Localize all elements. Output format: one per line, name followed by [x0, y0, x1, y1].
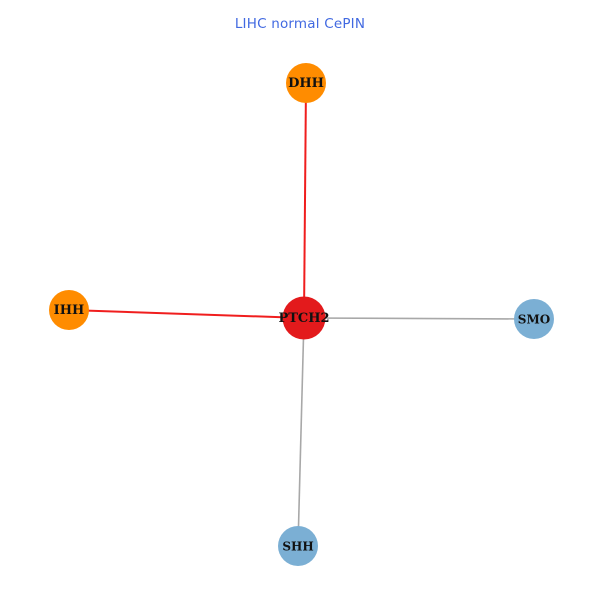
node-ihh[interactable]: IHH — [49, 290, 89, 330]
node-circle-ihh[interactable] — [49, 290, 89, 330]
edge-ptch2-ihh — [68, 309, 305, 319]
nodes-layer: DHH IHH PTCH2 SMO SHH — [49, 63, 554, 566]
edge-ptch2-smo — [303, 317, 535, 320]
edges-layer — [68, 82, 535, 547]
node-label-dhh: DHH — [288, 76, 324, 91]
node-label-smo: SMO — [518, 313, 550, 327]
node-ptch2[interactable]: PTCH2 — [278, 296, 330, 340]
node-circle-ptch2[interactable] — [282, 296, 326, 340]
node-label-ptch2: PTCH2 — [278, 311, 329, 326]
edge-ptch2-dhh — [303, 82, 307, 319]
page-title: LIHC normal CePIN — [234, 16, 366, 32]
node-dhh[interactable]: DHH — [286, 63, 326, 103]
node-label-shh: SHH — [282, 540, 313, 554]
node-circle-dhh[interactable] — [286, 63, 326, 103]
node-circle-smo[interactable] — [514, 299, 554, 339]
node-label-ihh: IHH — [54, 303, 85, 318]
node-circle-shh[interactable] — [278, 526, 318, 566]
node-shh[interactable]: SHH — [278, 526, 318, 566]
node-smo[interactable]: SMO — [514, 299, 554, 339]
edge-ptch2-shh — [297, 317, 305, 547]
